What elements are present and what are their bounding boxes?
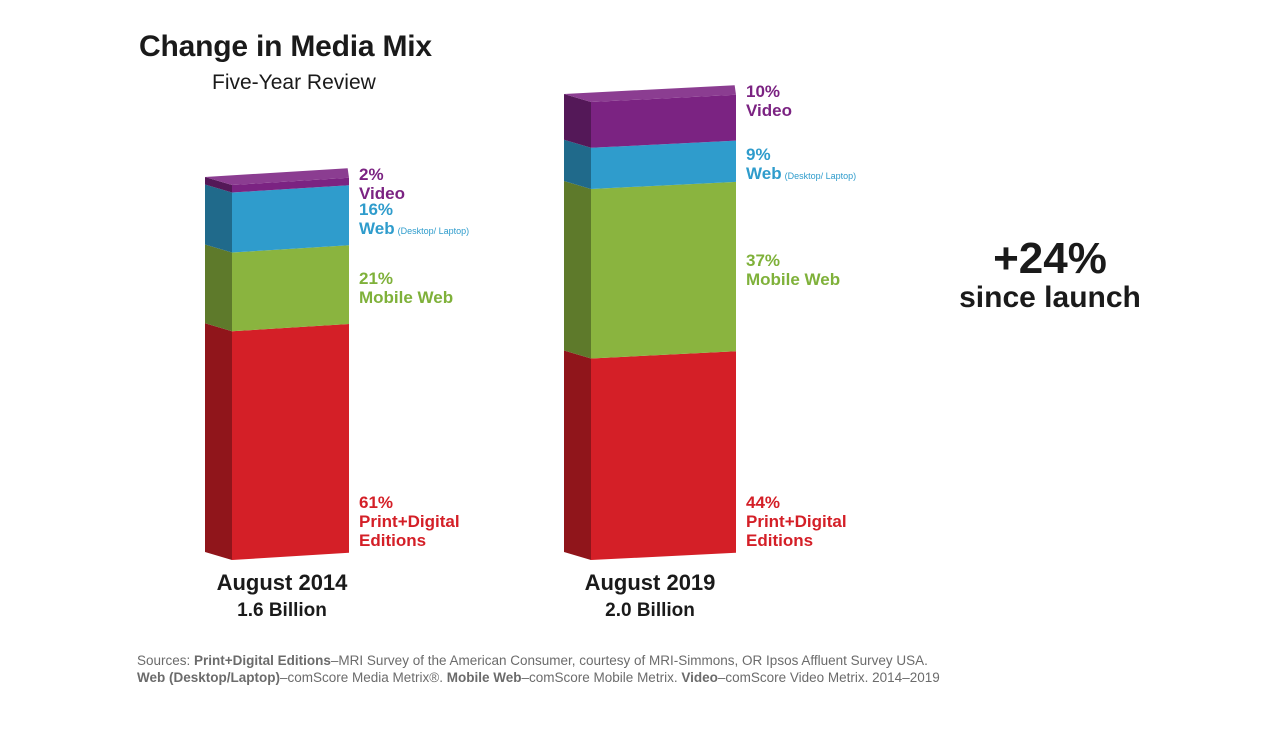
bar-august-2014-print-digital-editions	[232, 324, 349, 560]
bar-august-2019-web	[591, 140, 736, 190]
segment-label-august-2014-print-digital-editions: 61% Print+Digital Editions	[359, 493, 460, 550]
category-name: August 2019	[584, 570, 716, 595]
segment-name: Video	[746, 101, 792, 120]
category-name: August 2014	[216, 570, 348, 595]
bar-august-2014-web	[232, 185, 349, 253]
growth-callout: +24% since launch	[930, 236, 1170, 314]
bar-side-august-2014-video	[205, 177, 232, 193]
bar-august-2014-mobile-web	[232, 245, 349, 332]
source-name: Print+Digital Editions	[194, 653, 331, 668]
bar-top-august-2019	[564, 85, 736, 102]
segment-label-august-2014-video: 2% Video	[359, 165, 405, 203]
sources-footnote: Sources: Print+Digital Editions–MRI Surv…	[137, 652, 1137, 686]
segment-label-august-2019-web: 9% Web (Desktop/ Laptop)	[746, 145, 856, 186]
segment-name: Print+Digital Editions	[359, 512, 460, 550]
segment-value: 10%	[746, 82, 781, 101]
bar-august-2019-print-digital-editions	[591, 351, 736, 560]
bar-side-august-2014-print-digital-editions	[205, 323, 232, 560]
sources-line-1: Sources: Print+Digital Editions–MRI Surv…	[137, 652, 1137, 669]
source-text: –comScore Mobile Metrix.	[521, 670, 682, 685]
segment-label-august-2019-print-digital-editions: 44% Print+Digital Editions	[746, 493, 847, 550]
segment-label-august-2014-mobile-web: 21% Mobile Web	[359, 269, 453, 307]
category-total: 2.0 Billion	[605, 600, 695, 621]
bar-side-august-2019-video	[564, 94, 591, 148]
source-text: –comScore Video Metrix. 2014–2019	[717, 670, 940, 685]
growth-value: +24%	[993, 234, 1107, 283]
segment-value: 61%	[359, 493, 394, 512]
segment-label-august-2019-mobile-web: 37% Mobile Web	[746, 251, 840, 289]
bar-august-2019-mobile-web	[591, 181, 736, 359]
source-text: –comScore Media Metrix®.	[280, 670, 447, 685]
bar-side-august-2019-mobile-web	[564, 181, 591, 359]
segment-value: 9%	[746, 145, 771, 165]
bar-august-2014-video	[232, 177, 349, 193]
segment-value: 16%	[359, 199, 394, 219]
segment-value: 2%	[359, 165, 384, 184]
segment-name: Video	[359, 184, 405, 203]
segment-value: 21%	[359, 268, 394, 288]
bar-august-2019-video	[591, 94, 736, 148]
bar-side-august-2019-print-digital-editions	[564, 350, 591, 560]
segment-label-august-2019-video: 10% Video	[746, 82, 792, 120]
segment-value: 37%	[746, 250, 781, 270]
bar-top-august-2014	[205, 168, 349, 185]
segment-name: Web (Desktop/ Laptop)	[359, 218, 470, 238]
growth-text: since launch	[959, 281, 1141, 314]
chart-title: Change in Media Mix	[139, 30, 432, 63]
category-label-august-2019: August 2019 2.0 Billion	[530, 569, 770, 625]
source-name: Web (Desktop/Laptop)	[137, 670, 280, 685]
sources-line-2: Web (Desktop/Laptop)–comScore Media Metr…	[137, 669, 1137, 686]
source-name: Video	[681, 670, 718, 685]
segment-name: Mobile Web	[359, 287, 454, 307]
chart-subtitle: Five-Year Review	[212, 71, 376, 94]
segment-value: 44%	[746, 493, 781, 512]
source-text: Sources:	[137, 653, 195, 668]
bar-side-august-2014-web	[205, 184, 232, 253]
bar-side-august-2014-mobile-web	[205, 244, 232, 332]
source-name: Mobile Web	[446, 670, 522, 685]
category-label-august-2014: August 2014 1.6 Billion	[162, 569, 402, 625]
bar-side-august-2019-web	[564, 139, 591, 190]
segment-note: (Desktop/ Laptop)	[784, 171, 857, 182]
segment-label-august-2014-web: 16% Web (Desktop/ Laptop)	[359, 200, 469, 241]
source-text: –MRI Survey of the American Consumer, co…	[330, 653, 928, 668]
segment-name: Print+Digital Editions	[746, 512, 847, 550]
segment-note: (Desktop/ Laptop)	[397, 225, 470, 236]
segment-name: Web (Desktop/ Laptop)	[746, 164, 857, 184]
category-total: 1.6 Billion	[237, 600, 327, 621]
segment-name: Mobile Web	[746, 269, 841, 289]
